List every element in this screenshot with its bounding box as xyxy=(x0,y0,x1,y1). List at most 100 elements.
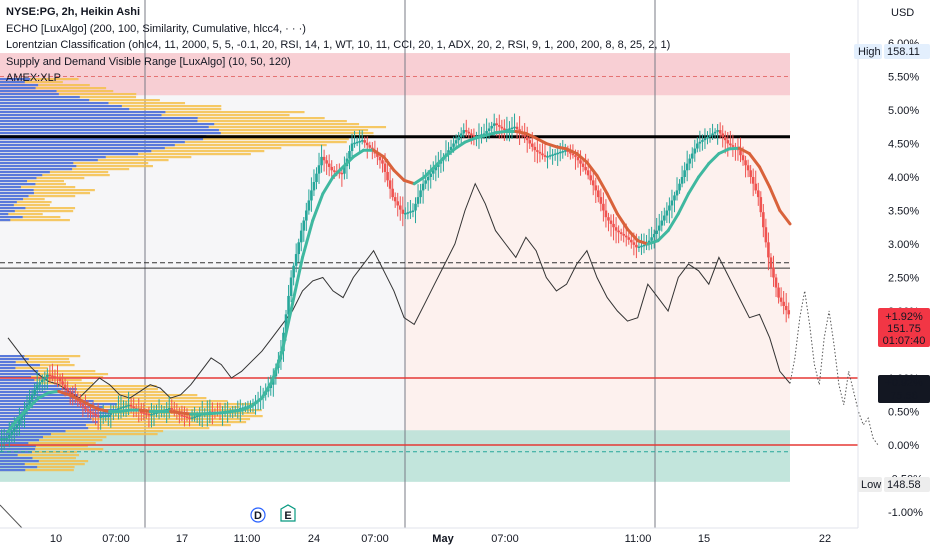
kernel-segment xyxy=(219,410,233,415)
candle-body xyxy=(782,301,785,306)
candle-body xyxy=(414,203,417,211)
profile-bar-blue xyxy=(0,394,79,397)
kernel-segment xyxy=(727,146,741,151)
profile-bar-orange xyxy=(0,358,70,361)
legend-echo[interactable]: ECHO [LuxAlgo] (200, 100, Similarity, Cu… xyxy=(6,22,306,35)
candle-body xyxy=(355,141,359,144)
profile-bar-blue xyxy=(0,439,40,442)
candle-body xyxy=(612,223,615,228)
profile-bar-orange xyxy=(0,445,88,448)
profile-bar-orange xyxy=(0,361,70,364)
x-tick-label-7: 07:00 xyxy=(491,533,519,545)
candle-body xyxy=(721,133,725,137)
candle-body xyxy=(665,210,669,216)
profile-bar-blue xyxy=(0,93,59,96)
candle-body xyxy=(561,151,565,153)
candle-body xyxy=(94,414,97,416)
candle-body xyxy=(5,438,9,440)
candle-body xyxy=(38,382,42,385)
kernel-segment xyxy=(676,192,690,216)
candle-body xyxy=(350,143,354,152)
kernel-segment xyxy=(36,391,51,400)
candle-body xyxy=(703,138,707,141)
legend-lorentzian[interactable]: Lorentzian Classification (ohlc4, 11, 20… xyxy=(6,39,671,51)
profile-bar-blue xyxy=(0,442,29,445)
candle-body xyxy=(579,160,582,164)
candle-body xyxy=(698,141,702,144)
kernel-segment xyxy=(209,411,223,416)
candle-body xyxy=(167,408,171,410)
legend-symbol[interactable]: NYSE:PG, 2h, Heikin Ashi xyxy=(6,6,141,18)
kernel-segment xyxy=(758,165,772,189)
candle-body xyxy=(774,277,778,288)
candle-body xyxy=(13,428,16,432)
candle-body xyxy=(764,227,768,243)
profile-bar-orange xyxy=(0,406,240,409)
candle-body xyxy=(523,134,526,137)
kernel-segment xyxy=(57,389,71,397)
y-axis-unit-label: USD xyxy=(891,7,914,19)
kernel-segment xyxy=(666,212,680,233)
legend-supply-demand[interactable]: Supply and Demand Visible Range [LuxAlgo… xyxy=(6,55,291,68)
profile-bar-orange xyxy=(0,201,52,204)
candle-body xyxy=(401,209,405,214)
profile-bar-orange xyxy=(0,436,107,439)
profile-bar-blue xyxy=(0,379,35,382)
candle-body xyxy=(317,165,321,174)
candle-body xyxy=(787,310,791,315)
candle-body xyxy=(464,130,468,132)
candle-body xyxy=(142,412,146,414)
candle-body xyxy=(84,406,87,409)
candle-body xyxy=(7,434,11,439)
candle-body xyxy=(58,378,62,382)
candle-body xyxy=(485,130,488,134)
candle-body xyxy=(406,212,410,214)
candle-body xyxy=(343,166,346,174)
profile-bar-orange xyxy=(0,397,207,400)
candle-body xyxy=(467,131,471,134)
candle-body xyxy=(668,205,671,211)
profile-bar-orange xyxy=(0,466,75,469)
candle-body xyxy=(673,195,676,201)
candle-body xyxy=(706,136,709,139)
kernel-segment xyxy=(67,393,81,401)
candle-body xyxy=(2,438,6,440)
candle-body xyxy=(690,153,694,159)
candle-body xyxy=(18,419,21,425)
candle-body xyxy=(48,374,52,377)
kernel-segment xyxy=(433,155,447,169)
kernel-segment xyxy=(453,140,467,151)
x-tick-label-10: 22 xyxy=(819,533,831,545)
profile-bar-blue xyxy=(0,376,32,379)
candle-body xyxy=(332,170,336,172)
candle-body xyxy=(670,200,674,206)
profile-bar-orange xyxy=(0,460,89,463)
candle-body xyxy=(617,230,620,233)
profile-bar-blue xyxy=(0,105,122,108)
y-tick-label-3: 4.50% xyxy=(888,139,919,151)
candle-body xyxy=(630,239,633,243)
low-value-text: 148.58 xyxy=(887,479,921,491)
candle-body xyxy=(91,412,95,415)
kernel-segment xyxy=(351,148,365,159)
candle-body xyxy=(376,153,379,157)
kernel-segment xyxy=(97,407,112,413)
profile-bar-orange xyxy=(0,219,70,222)
profile-bar-blue xyxy=(0,403,117,406)
candle-body xyxy=(28,399,31,405)
candle-body xyxy=(675,190,679,196)
candle-body xyxy=(315,173,318,183)
candle-body xyxy=(383,163,387,172)
volume-profile xyxy=(0,78,387,472)
legend-xlp[interactable]: AMEX:XLP xyxy=(6,72,62,84)
candle-body xyxy=(363,140,367,143)
profile-bar-blue xyxy=(0,189,34,192)
candle-body xyxy=(147,414,151,416)
profile-bar-blue xyxy=(0,126,209,129)
kernel-segment xyxy=(514,129,528,135)
kernel-segment xyxy=(768,185,782,212)
y-tick-label-1: 5.50% xyxy=(888,72,919,84)
candle-body xyxy=(96,415,100,418)
bar-countdown-text: 01:07:40 xyxy=(883,335,926,347)
profile-bar-blue xyxy=(0,219,11,222)
